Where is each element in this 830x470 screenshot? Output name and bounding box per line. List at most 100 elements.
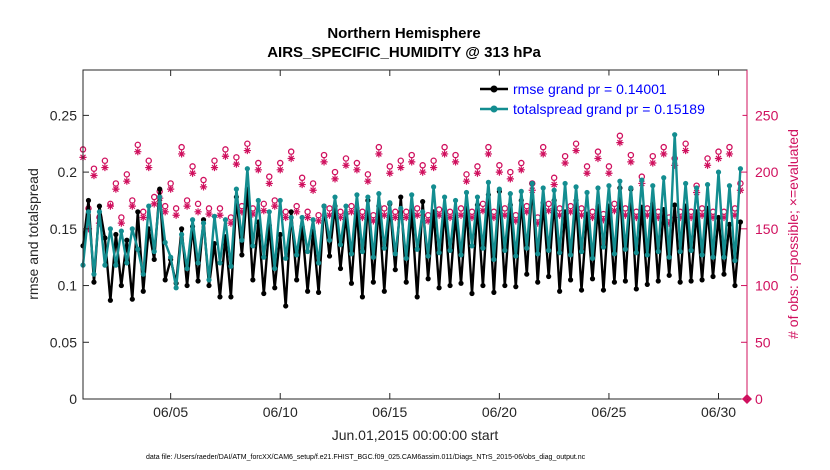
totalspread-point [370, 254, 376, 260]
totalspread-point [387, 200, 393, 206]
obs-evaluated-point [462, 177, 471, 185]
totalspread-point [299, 214, 305, 221]
totalspread-point [518, 188, 524, 194]
obs-possible-point [101, 157, 109, 165]
obs-evaluated-point [199, 183, 208, 191]
obs-evaluated-point [435, 211, 443, 219]
totalspread-point [622, 246, 628, 252]
rmse-point [206, 282, 212, 289]
obs-evaluated-point [550, 180, 558, 189]
totalspread-point [683, 180, 689, 187]
rmse-point [96, 203, 103, 209]
obs-evaluated-point [391, 213, 399, 222]
rmse-point [491, 289, 497, 295]
obs-evaluated-point [128, 202, 136, 210]
totalspread-point [546, 247, 552, 253]
rmse-point [502, 282, 508, 289]
y-tick-label-left: 0.25 [50, 107, 77, 123]
obs-possible-point [150, 193, 158, 201]
totalspread-point [376, 191, 382, 197]
obs-evaluated-point [117, 219, 125, 227]
obs-evaluated-point [331, 175, 339, 183]
totalspread-point [491, 256, 497, 263]
obs-possible-point [233, 154, 240, 161]
obs-possible-point [216, 205, 224, 212]
totalspread-point [474, 194, 481, 200]
obs-evaluated-point [616, 139, 624, 147]
y-axis-right: 0 50 100 150 200 250 [741, 70, 779, 407]
obs-evaluated-point [276, 166, 284, 174]
obs-possible-point [452, 151, 459, 159]
obs-evaluated-point [621, 211, 629, 219]
rmse-point [458, 280, 464, 286]
totalspread-point [129, 226, 135, 232]
obs-possible-point [726, 143, 733, 151]
totalspread-point [551, 187, 557, 193]
rmse-point [392, 267, 398, 273]
rmse-point [436, 285, 442, 291]
obs-evaluated-point [112, 185, 120, 193]
rmse-point [578, 287, 585, 293]
totalspread-point [184, 265, 190, 272]
obs-evaluated-point [369, 217, 377, 225]
obs-evaluated-point [413, 211, 421, 219]
obs-possible-point [189, 163, 196, 170]
totalspread-point [124, 260, 130, 266]
obs-evaluated-point [446, 213, 454, 222]
obs-evaluated-point [342, 161, 350, 169]
obs-evaluated-point [249, 210, 257, 218]
rmse-point [513, 284, 519, 290]
rmse-point [469, 290, 475, 297]
obs-possible-point [255, 159, 262, 167]
totalspread-point [239, 237, 245, 243]
obs-evaluated-point [139, 213, 147, 222]
y-tick-label-right: 250 [755, 107, 779, 123]
totalspread-point [617, 178, 623, 184]
rmse-point [294, 277, 300, 283]
obs-possible-point [326, 205, 333, 212]
obs-evaluated-point [566, 208, 575, 216]
obs-evaluated-point [287, 154, 295, 163]
rmse-point [228, 294, 234, 300]
obs-evaluated-point [714, 154, 723, 163]
obs-evaluated-point [545, 207, 553, 215]
obs-possible-point [331, 168, 339, 176]
obs-possible-point [496, 162, 503, 169]
obs-evaluated-point [665, 219, 673, 227]
obs-evaluated-point [583, 169, 591, 177]
totalspread-point [283, 255, 289, 261]
totalspread-point [458, 252, 464, 258]
y-tick-label-left: 0 [69, 391, 77, 407]
totalspread-point [699, 252, 705, 258]
totalspread-point [562, 180, 568, 187]
rmse-point [732, 282, 738, 289]
obs-evaluated-point [506, 175, 514, 183]
totalspread-point [573, 184, 579, 190]
obs-evaluated-point [632, 213, 640, 222]
totalspread-point [513, 253, 519, 259]
y-axis-label-right: # of obs: o=possible; ×=evaluated [785, 129, 801, 339]
rmse-point [557, 288, 563, 294]
rmse-point [113, 231, 119, 238]
totalspread-point [96, 209, 103, 215]
y-axis-label-left: rmse and totalspread [25, 168, 41, 300]
obs-evaluated-point [90, 171, 98, 180]
obs-possible-point [342, 155, 350, 162]
obs-evaluated-point [101, 163, 109, 172]
x-tick-label: 06/20 [482, 404, 517, 420]
rmse-point [644, 281, 650, 288]
totalspread-point [693, 185, 700, 191]
rmse-point [589, 276, 596, 282]
totalspread-point [611, 251, 618, 257]
obs-possible-point [413, 205, 421, 212]
totalspread-point [737, 166, 744, 172]
obs-possible-point [649, 152, 657, 160]
totalspread-point [315, 260, 322, 266]
rmse-point [666, 272, 672, 278]
totalspread-point [524, 245, 530, 251]
x-axis: 06/05 06/10 06/15 06/20 06/25 06/30 [153, 70, 736, 420]
totalspread-point [310, 217, 316, 223]
obs-possible-point [260, 200, 268, 208]
obs-evaluated-point [183, 202, 191, 210]
